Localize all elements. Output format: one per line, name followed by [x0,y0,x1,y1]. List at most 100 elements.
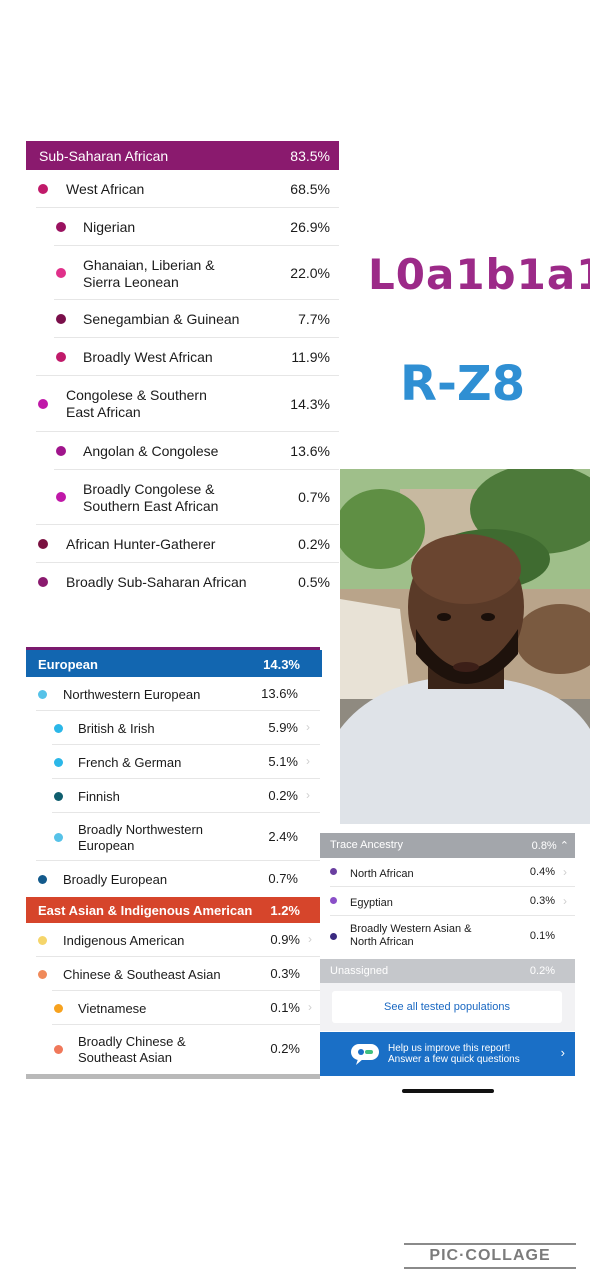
population-row-broadly-west-african[interactable]: Broadly West African 11.9% [26,338,339,376]
sub-saharan-african-header[interactable]: Sub-Saharan African 83.5% [26,141,339,170]
population-row-west-african[interactable]: West African 68.5% [26,170,339,208]
population-percent: 0.1% [270,1000,300,1015]
population-percent: 0.2% [268,788,298,803]
population-label: Indigenous American [63,933,185,948]
population-row-broadly-northwestern-european[interactable]: Broadly Northwestern European 2.4% [26,813,320,861]
population-label: Egyptian [350,897,393,909]
population-row-senegambian-guinean[interactable]: Senegambian & Guinean 7.7% [26,300,339,338]
population-color-dot [54,758,63,767]
population-percent: 2.4% [268,829,298,844]
population-row-broadly-sub-saharan-african[interactable]: Broadly Sub-Saharan African 0.5% [26,563,339,601]
population-row-indigenous-american[interactable]: Indigenous American 0.9% › [26,923,320,957]
population-row-african-hunter-gatherer[interactable]: African Hunter-Gatherer 0.2% [26,525,339,563]
row-divider [36,710,320,711]
population-row-northwestern-european[interactable]: Northwestern European 13.6% [26,677,320,711]
chevron-right-icon[interactable]: › [306,788,310,802]
chevron-right-icon[interactable]: › [563,894,567,908]
region-title: East Asian & Indigenous American [38,903,253,918]
population-label: Broadly European [63,872,168,887]
population-label: North African [350,868,414,880]
population-percent: 5.1% [268,754,298,769]
region-title: Trace Ancestry [330,839,403,851]
population-row-broadly-chinese-southeast-asian[interactable]: Broadly Chinese & Southeast Asian 0.2% [26,1025,320,1073]
european-header[interactable]: European 14.3% [26,650,322,677]
row-divider [36,207,339,208]
population-percent: 0.7% [268,871,298,886]
east-asian-indigenous-american-header[interactable]: East Asian & Indigenous American 1.2% [26,897,320,923]
population-row-nigerian[interactable]: Nigerian 26.9% [26,208,339,246]
population-percent: 0.3% [270,966,300,981]
sub-saharan-african-panel: Sub-Saharan African 83.5% West African 6… [26,141,339,603]
chevron-up-icon[interactable]: ⌃ [559,840,569,852]
population-label: Broadly West African [83,349,213,365]
chevron-right-icon[interactable]: › [306,720,310,734]
population-label: West African [66,181,145,197]
population-label-line2: Sierra Leonean [83,274,179,290]
population-row-congolese-southern-east-african[interactable]: Congolese & Southern East African 14.3% [26,376,339,432]
see-all-populations-button[interactable]: See all tested populations [332,991,562,1023]
population-row-egyptian[interactable]: Egyptian 0.3% › [320,887,575,916]
population-percent: 0.2% [298,536,330,552]
population-row-vietnamese[interactable]: Vietnamese 0.1% › [26,991,320,1025]
chevron-right-icon[interactable]: › [306,754,310,768]
trace-percent: 0.8% [531,840,557,852]
population-label: Finnish [78,789,120,804]
chevron-right-icon[interactable]: › [308,1000,312,1014]
population-percent: 0.4% [529,866,555,878]
population-color-dot [330,933,337,940]
population-color-dot [56,222,66,232]
chevron-right-icon[interactable]: › [563,865,567,879]
feedback-banner[interactable]: Help us improve this report! Answer a fe… [320,1032,575,1076]
region-title: European [38,657,98,672]
panel-bottom-bar [26,1074,320,1079]
row-divider [36,956,320,957]
population-percent: 0.3% [529,895,555,907]
population-row-finnish[interactable]: Finnish 0.2% › [26,779,320,813]
population-row-ghanaian-liberian-sierra-leonean[interactable]: Ghanaian, Liberian & Sierra Leonean 22.0… [26,246,339,300]
feedback-title: Help us improve this report! [388,1043,511,1054]
population-row-north-african[interactable]: North African 0.4% › [320,858,575,887]
population-color-dot [38,184,48,194]
row-divider [36,860,320,861]
pic-collage-watermark: PIC·COLLAGE [404,1243,576,1269]
maternal-haplogroup: L0a1b1a1 [368,250,590,299]
profile-photo [340,469,590,824]
population-percent: 11.9% [291,349,330,365]
population-percent: 0.5% [298,574,330,590]
row-divider [36,524,339,525]
population-percent: 0.1% [529,930,555,942]
unassigned-label: Unassigned [330,965,389,977]
population-label: African Hunter-Gatherer [66,536,216,552]
population-color-dot [38,875,47,884]
population-row-french-german[interactable]: French & German 5.1% › [26,745,320,779]
population-percent: 26.9% [290,219,330,235]
population-percent: 7.7% [298,311,330,327]
population-color-dot [56,446,66,456]
population-row-broadly-western-asian-north-african[interactable]: Broadly Western Asian & North African 0.… [320,916,575,959]
portrait-illustration [340,469,590,824]
panel-top-accent [26,647,320,650]
population-color-dot [54,1004,63,1013]
population-color-dot [38,936,47,945]
region-title: Sub-Saharan African [39,148,169,164]
trace-ancestry-panel: Trace Ancestry 0.8% ⌃ North African 0.4%… [320,833,575,1098]
population-row-broadly-congolese[interactable]: Broadly Congolese & Southern East Africa… [26,470,339,525]
population-row-angolan-congolese[interactable]: Angolan & Congolese 13.6% [26,432,339,470]
population-row-chinese-southeast-asian[interactable]: Chinese & Southeast Asian 0.3% [26,957,320,991]
unassigned-percent: 0.2% [529,965,555,977]
population-percent: 13.6% [290,443,330,459]
feedback-subtitle: Answer a few quick questions [388,1054,520,1065]
chevron-right-icon[interactable]: › [308,932,312,946]
population-label: Broadly Chinese & [78,1034,186,1049]
row-divider [36,431,339,432]
population-row-broadly-european[interactable]: Broadly European 0.7% [26,861,320,897]
trace-ancestry-header[interactable]: Trace Ancestry 0.8% ⌃ [320,833,575,858]
population-percent: 22.0% [290,265,330,281]
row-divider [54,299,339,300]
population-row-british-irish[interactable]: British & Irish 5.9% › [26,711,320,745]
population-color-dot [38,399,48,409]
population-color-dot [54,724,63,733]
population-color-dot [330,868,337,875]
region-percent: 1.2% [270,903,300,918]
population-color-dot [54,792,63,801]
